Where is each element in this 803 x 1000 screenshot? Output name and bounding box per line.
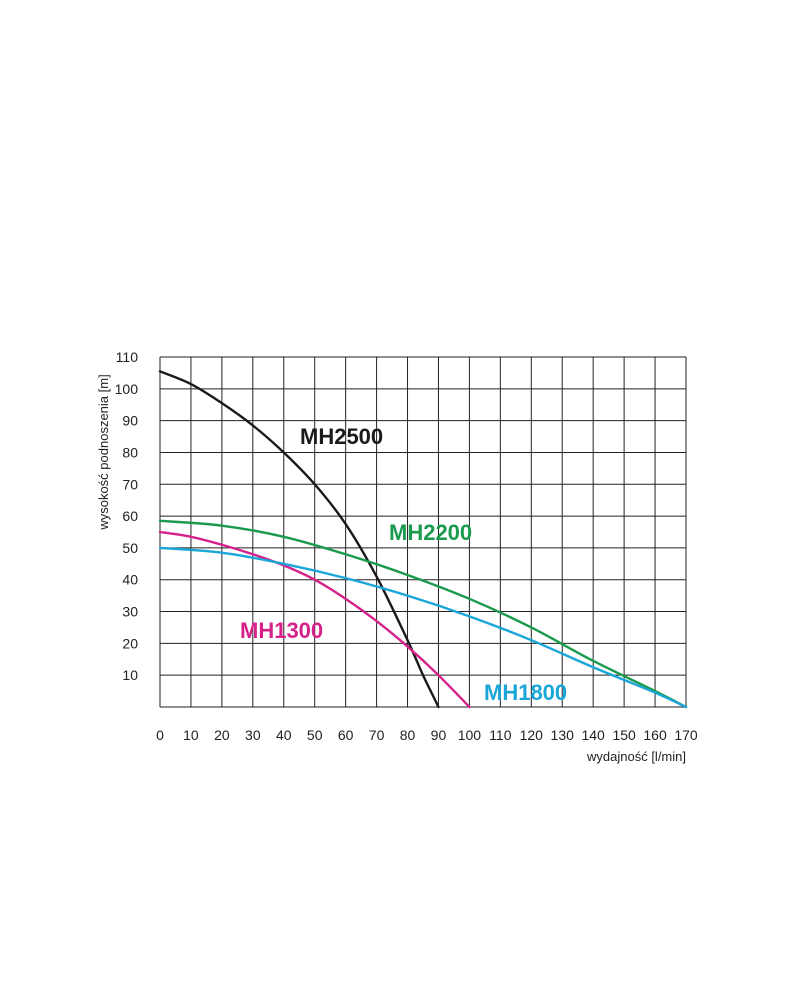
x-tick-label: 150 <box>612 727 636 743</box>
x-tick-label: 130 <box>551 727 575 743</box>
x-tick-label: 120 <box>520 727 544 743</box>
x-tick-label: 30 <box>245 727 261 743</box>
x-tick-label: 90 <box>431 727 447 743</box>
x-tick-label: 40 <box>276 727 292 743</box>
x-tick-label: 60 <box>338 727 354 743</box>
y-tick-label: 30 <box>122 604 138 620</box>
y-tick-label: 80 <box>122 444 138 460</box>
y-tick-label: 50 <box>122 540 138 556</box>
x-tick-label: 160 <box>643 727 667 743</box>
grid <box>159 356 687 708</box>
y-tick-label: 110 <box>116 349 139 365</box>
y-axis-label: wysokość podnoszenia [m] <box>96 374 111 530</box>
x-tick-label: 100 <box>458 727 482 743</box>
series-curves <box>158 370 688 709</box>
x-tick-label: 50 <box>307 727 323 743</box>
series-line-mh1800 <box>158 546 688 709</box>
series-label-mh1800: MH1800 <box>484 680 567 705</box>
series-label-mh2500: MH2500 <box>300 424 383 449</box>
y-tick-label: 40 <box>122 572 138 588</box>
series-label-mh2200: MH2200 <box>389 520 472 545</box>
x-tick-label: 20 <box>214 727 230 743</box>
series-line-mh2200 <box>158 519 688 709</box>
x-tick-label: 80 <box>400 727 416 743</box>
series-line-mh2500 <box>158 370 440 709</box>
y-tick-label: 100 <box>115 381 139 397</box>
x-tick-label: 140 <box>581 727 605 743</box>
y-tick-label: 10 <box>122 667 138 683</box>
series-line-mh1300 <box>158 530 471 709</box>
y-tick-labels: 10 20 30 40 50 60 70 80 90 100 110 <box>115 349 139 683</box>
x-tick-labels: 0 10 20 30 40 50 60 70 80 90 100 110 120 130 140 150 160… <box>156 727 698 743</box>
series-label-mh1300: MH1300 <box>240 618 323 643</box>
x-tick-label: 70 <box>369 727 385 743</box>
x-tick-label: 0 <box>156 727 164 743</box>
y-tick-label: 70 <box>122 476 138 492</box>
series-labels: MH2500 MH2200 MH1300 MH1800 <box>240 424 567 705</box>
x-tick-label: 10 <box>183 727 199 743</box>
y-tick-label: 90 <box>122 413 138 429</box>
y-tick-label: 20 <box>122 635 138 651</box>
x-axis-label: wydajność [l/min] <box>586 749 686 764</box>
x-tick-label: 110 <box>489 727 512 743</box>
y-tick-label: 60 <box>122 508 138 524</box>
x-tick-label: 170 <box>674 727 698 743</box>
